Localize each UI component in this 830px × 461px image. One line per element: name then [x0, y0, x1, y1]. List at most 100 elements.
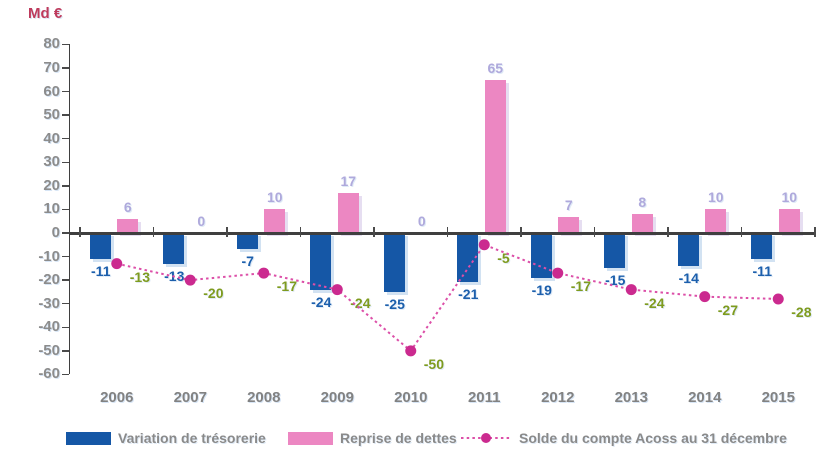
- legend-item-solde: Solde du compte Acoss au 31 décembre: [460, 428, 787, 448]
- bar-reprise: [631, 214, 653, 233]
- solde-value-label: -17: [570, 278, 591, 295]
- y-axis-tick-label: 50: [43, 106, 60, 124]
- solde-value-label: -17: [276, 278, 297, 295]
- y-axis-tick: [62, 232, 69, 234]
- y-axis-tick-label: 30: [43, 153, 60, 171]
- y-axis-tick-label: -30: [38, 294, 60, 312]
- acoss-line-point: [405, 345, 417, 357]
- x-axis-year-label: 2010: [394, 389, 428, 406]
- x-axis-year-label: 2008: [247, 389, 281, 406]
- x-axis-year-label: 2011: [467, 389, 501, 406]
- variation-value-label: -21: [458, 286, 479, 303]
- acoss-line-point: [552, 267, 564, 279]
- legend-swatch-variation: [66, 431, 111, 445]
- legend-line-dot: [481, 433, 491, 443]
- x-axis-year-label: 2013: [614, 389, 648, 406]
- reprise-value-label: 10: [707, 189, 724, 206]
- bar-variation: [677, 233, 699, 266]
- x-axis-year-label: 2007: [173, 389, 207, 406]
- x-axis-year-label: 2006: [100, 389, 134, 406]
- y-axis-tick: [62, 114, 69, 116]
- category-boundary-tick: [152, 227, 155, 237]
- category-boundary-tick: [299, 227, 302, 237]
- y-axis-tick-label: 60: [43, 82, 60, 100]
- reprise-value-label: 0: [197, 213, 206, 229]
- legend-line-symbol: [461, 433, 511, 443]
- variation-value-label: -11: [752, 262, 772, 279]
- legend: Variation de trésorerie Reprise de dette…: [0, 428, 830, 450]
- variation-value-label: -15: [605, 272, 626, 289]
- solde-value-label: -5: [497, 249, 510, 266]
- x-axis-zero-line: [70, 232, 816, 235]
- y-axis-tick: [62, 67, 69, 69]
- bar-variation: [236, 233, 258, 250]
- reprise-value-label: 10: [266, 189, 283, 206]
- y-axis-tick-label: 0: [51, 224, 60, 241]
- y-axis-tick: [62, 373, 69, 376]
- legend-label-variation: Variation de trésorerie: [118, 430, 266, 446]
- bar-variation: [310, 233, 332, 290]
- legend-item-variation: Variation de trésorerie: [66, 428, 266, 448]
- reprise-value-label: 65: [487, 59, 504, 76]
- acoss-line-point: [258, 267, 270, 279]
- y-axis-tick-label: -40: [38, 318, 60, 336]
- y-axis-tick-label: 20: [43, 176, 60, 194]
- reprise-value-label: 7: [564, 196, 573, 213]
- y-axis-tick-label: -10: [38, 247, 60, 265]
- y-axis-tick-label: 40: [43, 129, 60, 147]
- y-axis-tick-label: -60: [38, 365, 60, 383]
- y-axis-tick: [62, 161, 69, 164]
- y-axis-tick: [62, 43, 69, 46]
- variation-value-label: -7: [241, 253, 254, 270]
- acoss-line-point: [331, 284, 343, 296]
- acoss-line-point: [184, 274, 196, 286]
- variation-value-label: -14: [678, 269, 699, 286]
- category-boundary-tick: [520, 227, 522, 237]
- bar-reprise: [484, 79, 506, 233]
- bar-reprise: [337, 192, 359, 233]
- y-axis-unit-label: Md €: [28, 5, 63, 22]
- solde-value-label: -50: [423, 355, 444, 372]
- solde-value-label: -28: [791, 303, 812, 320]
- y-axis-line: [68, 44, 70, 375]
- reprise-value-label: 8: [638, 194, 647, 211]
- bar-reprise: [117, 218, 139, 233]
- y-axis-tick-label: 10: [43, 200, 60, 218]
- legend-item-reprise: Reprise de dettes: [288, 428, 457, 448]
- y-axis-tick: [62, 90, 69, 93]
- legend-label-solde: Solde du compte Acoss au 31 décembre: [519, 430, 787, 446]
- bar-variation: [383, 233, 405, 292]
- y-axis-tick-label: -20: [38, 271, 60, 289]
- variation-value-label: -19: [531, 281, 552, 298]
- reprise-value-label: 0: [417, 213, 426, 229]
- acoss-line-point: [699, 291, 711, 303]
- solde-value-label: -20: [203, 285, 224, 302]
- variation-value-label: -25: [384, 295, 405, 312]
- acoss-line-point: [478, 239, 490, 251]
- solde-value-label: -24: [644, 294, 665, 311]
- bar-variation: [457, 233, 479, 283]
- variation-value-label: -11: [91, 262, 111, 279]
- y-axis-tick: [62, 137, 69, 140]
- category-boundary-tick: [814, 227, 816, 237]
- acoss-line-point: [625, 284, 637, 296]
- category-boundary-tick: [373, 227, 375, 237]
- bar-variation: [751, 233, 773, 259]
- variation-value-label: -24: [311, 293, 332, 310]
- reprise-value-label: 10: [781, 189, 798, 206]
- legend-swatch-reprise: [288, 431, 333, 445]
- bar-variation: [604, 233, 626, 269]
- y-axis-tick: [62, 302, 69, 305]
- x-axis-year-label: 2012: [541, 389, 575, 406]
- reprise-value-label: 17: [340, 172, 357, 189]
- y-axis-tick: [62, 255, 69, 258]
- bar-reprise: [558, 216, 580, 233]
- y-axis-tick: [62, 208, 69, 211]
- bar-reprise: [705, 209, 727, 233]
- solde-value-label: -24: [350, 294, 371, 311]
- category-boundary-tick: [667, 227, 669, 237]
- category-boundary-tick: [740, 227, 743, 237]
- acoss-line-point: [772, 293, 784, 305]
- bar-reprise: [264, 209, 286, 233]
